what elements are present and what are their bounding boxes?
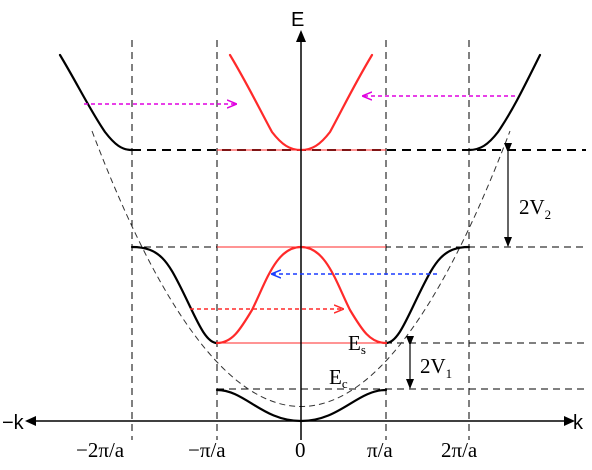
gap2-label: 2V2: [519, 195, 551, 222]
band-2-right: [384, 245, 471, 345]
tick-zero: 0: [295, 438, 306, 462]
folding-arrows: [84, 96, 515, 309]
tick-pos-2pi: 2π/a: [441, 438, 478, 462]
ec-label: Ec: [329, 365, 348, 391]
k-axis: [25, 416, 575, 426]
gap-markers: [406, 143, 512, 389]
tick-neg-pi: −π/a: [188, 438, 226, 462]
gap1-label: 2V1: [420, 354, 452, 381]
es-label: Es: [348, 331, 366, 357]
tick-neg-2pi: −2π/a: [76, 438, 125, 462]
k-neg-label: −k: [2, 412, 25, 434]
e-axis: [296, 30, 306, 440]
zone-boundaries: [131, 40, 470, 440]
tick-pos-pi: π/a: [367, 438, 393, 462]
band-3-right: [467, 53, 542, 152]
band-2-left: [130, 245, 219, 345]
k-pos-label: k: [573, 412, 584, 434]
band-3-left: [58, 53, 134, 152]
e-axis-label: E: [291, 9, 304, 31]
